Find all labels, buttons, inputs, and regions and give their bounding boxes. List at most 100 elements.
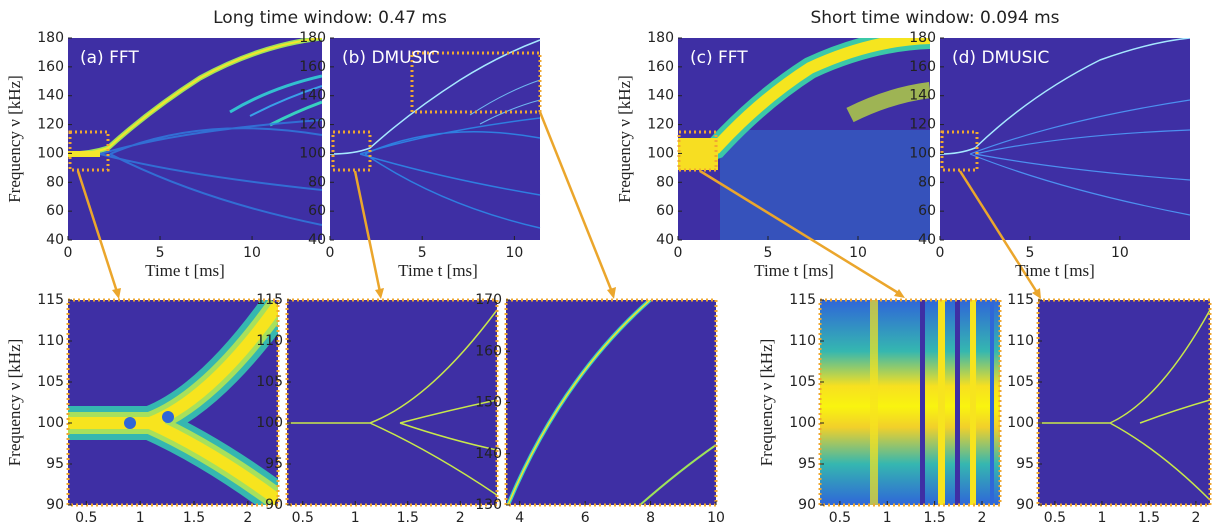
y-tick-label: 120 [299,117,326,133]
x-tick-label: 0 [936,245,945,261]
y-tick-label: 90 [265,497,283,513]
x-tick-label: 10 [243,245,261,261]
y-tick-label: 100 [1007,415,1034,431]
x-tick-label: 5 [418,245,427,261]
x-tick-label: 6 [581,510,590,526]
y-tick-label: 60 [308,203,326,219]
x-tick-label: 1.5 [183,510,205,526]
x-tick-label: 0.5 [292,510,314,526]
x-axis-label: Time t [ms] [398,261,478,280]
y-axis-label: Frequency ν [kHz] [5,75,24,203]
y-axis-label: Frequency ν [kHz] [5,339,24,467]
y-tick-label: 95 [798,456,816,472]
panel-title: (c) FFT [690,48,748,68]
y-tick-label: 80 [656,174,674,190]
y-tick-label: 140 [909,88,936,104]
y-tick-label: 170 [475,292,502,308]
y-tick-label: 95 [46,456,64,472]
y-tick-label: 40 [918,232,936,248]
y-tick-label: 105 [256,374,283,390]
x-tick-label: 10 [849,245,867,261]
x-tick-label: 1 [136,510,145,526]
y-tick-label: 95 [265,456,283,472]
y-tick-label: 110 [256,333,283,349]
y-tick-label: 160 [475,343,502,359]
y-tick-label: 110 [789,333,816,349]
y-tick-label: 140 [37,88,64,104]
y-tick-label: 160 [37,59,64,75]
x-tick-label: 10 [505,245,523,261]
y-tick-label: 100 [909,145,936,161]
x-tick-label: 0 [674,245,683,261]
x-tick-label: 10 [1111,245,1129,261]
spectrogram-f [287,300,497,505]
x-axis-label: Time t [ms] [1015,261,1095,280]
y-tick-label: 160 [909,59,936,75]
x-tick-label: 1 [351,510,360,526]
x-tick-label: 8 [646,510,655,526]
spectrogram-c [678,38,930,240]
y-tick-label: 140 [299,88,326,104]
x-tick-label: 0.5 [1044,510,1066,526]
y-tick-label: 115 [1007,292,1034,308]
y-tick-label: 60 [656,203,674,219]
x-tick-label: 10 [707,510,725,526]
spectrogram-g [506,300,716,505]
y-tick-label: 115 [37,292,64,308]
header: Long time window: 0.47 ms [213,8,447,28]
y-axis-label: Frequency ν [kHz] [757,339,776,467]
x-tick-label: 2 [456,510,465,526]
x-axis-label: Time t [ms] [754,261,834,280]
x-tick-label: 2 [978,510,987,526]
header: Short time window: 0.094 ms [810,8,1059,28]
y-tick-label: 140 [475,446,502,462]
y-tick-label: 40 [656,232,674,248]
y-tick-label: 40 [46,232,64,248]
y-tick-label: 110 [37,333,64,349]
y-tick-label: 110 [1007,333,1034,349]
x-tick-label: 0 [64,245,73,261]
y-tick-label: 60 [46,203,64,219]
y-tick-label: 160 [647,59,674,75]
y-tick-label: 80 [308,174,326,190]
x-tick-label: 5 [1025,245,1034,261]
x-tick-label: 4 [515,510,524,526]
y-tick-label: 100 [37,415,64,431]
x-tick-label: 2 [1191,510,1200,526]
y-tick-label: 80 [46,174,64,190]
x-tick-label: 0 [326,245,335,261]
spectrogram-b [330,38,566,240]
y-tick-label: 95 [1016,456,1034,472]
y-tick-label: 100 [256,415,283,431]
y-tick-label: 120 [909,117,936,133]
panel-title: (a) FFT [80,48,139,68]
y-tick-label: 100 [647,145,674,161]
y-tick-label: 60 [918,203,936,219]
y-tick-label: 100 [789,415,816,431]
y-tick-label: 100 [299,145,326,161]
y-tick-label: 90 [1016,497,1034,513]
y-tick-label: 100 [37,145,64,161]
y-tick-label: 105 [1007,374,1034,390]
x-axis-label: Time t [ms] [145,261,225,280]
y-tick-label: 115 [256,292,283,308]
y-tick-label: 120 [647,117,674,133]
x-tick-label: 1 [1097,510,1106,526]
y-tick-label: 90 [798,497,816,513]
spectrogram-e [68,300,278,505]
x-tick-label: 1.5 [397,510,419,526]
x-tick-label: 2 [243,510,252,526]
x-tick-label: 1.5 [1138,510,1160,526]
y-tick-label: 90 [46,497,64,513]
y-tick-label: 105 [37,374,64,390]
y-tick-label: 180 [299,30,326,46]
x-tick-label: 1.5 [923,510,945,526]
panel-title: (d) DMUSIC [952,48,1049,68]
y-tick-label: 180 [647,30,674,46]
y-tick-label: 150 [475,395,502,411]
x-tick-label: 5 [156,245,165,261]
y-tick-label: 180 [909,30,936,46]
y-tick-label: 80 [918,174,936,190]
y-tick-label: 120 [37,117,64,133]
